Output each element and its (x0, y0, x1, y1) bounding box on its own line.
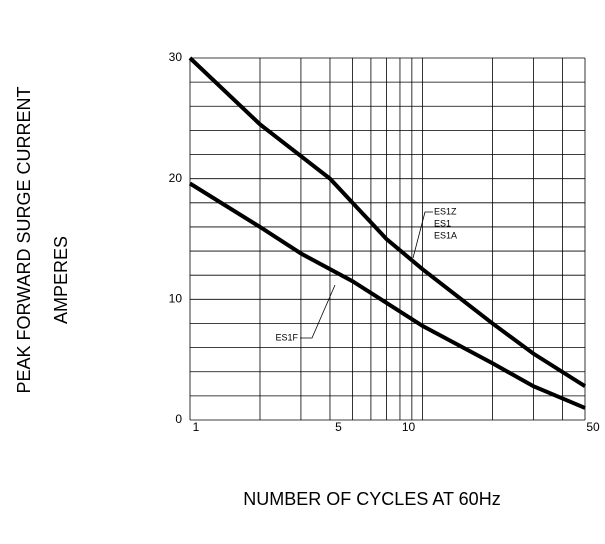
x-tick-label: 5 (335, 420, 342, 434)
annotation: ES1Z (434, 206, 457, 216)
x-tick-label: 1 (193, 420, 200, 434)
y-axis-label: PEAK FORWARD SURGE CURRENT (14, 86, 34, 393)
y-tick-label: 30 (169, 50, 183, 64)
curve (188, 56, 587, 388)
y-tick-label: 0 (175, 412, 182, 426)
x-tick-label: 50 (586, 420, 600, 434)
x-axis-label: NUMBER OF CYCLES AT 60Hz (243, 489, 500, 509)
x-tick-label: 10 (402, 420, 416, 434)
y-axis-label: AMPERES (51, 236, 71, 324)
annotation: ES1F (275, 332, 298, 342)
leader-line (412, 211, 433, 259)
annotation: ES1A (434, 230, 457, 240)
y-tick-label: 20 (169, 171, 183, 185)
curve (188, 181, 586, 410)
annotation: ES1 (434, 218, 451, 228)
y-tick-label: 10 (169, 292, 183, 306)
leader-line (300, 284, 336, 339)
